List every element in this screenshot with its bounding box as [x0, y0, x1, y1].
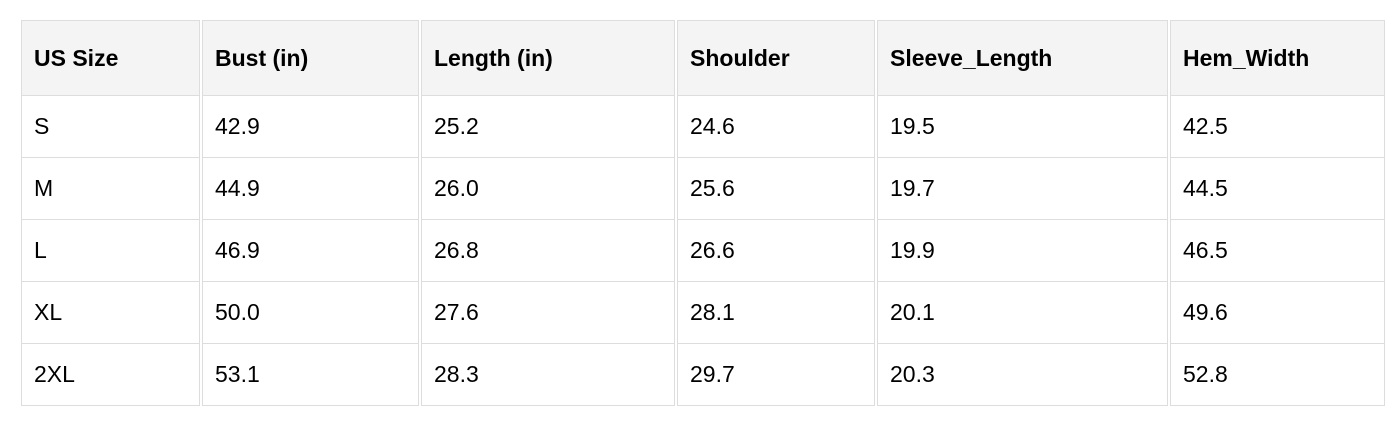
size-chart-table: US Size Bust (in) Length (in) Shoulder Sleev…	[19, 20, 1387, 406]
table-row: S 42.9 25.2 24.6 19.5 42.5	[21, 96, 1385, 158]
table-cell: S	[21, 96, 200, 158]
table-cell: 44.5	[1170, 158, 1385, 220]
table-cell: 28.1	[677, 282, 875, 344]
table-cell: 20.1	[877, 282, 1168, 344]
table-cell: 46.5	[1170, 220, 1385, 282]
table-body: S 42.9 25.2 24.6 19.5 42.5 M 44.9 26.0 25.6 19.7 44…	[21, 96, 1385, 406]
header-row: US Size Bust (in) Length (in) Shoulder Sleev…	[21, 20, 1385, 96]
table-cell: 46.9	[202, 220, 419, 282]
table-cell: 52.8	[1170, 344, 1385, 406]
column-header: Sleeve_Length	[877, 20, 1168, 96]
table-cell: 19.7	[877, 158, 1168, 220]
table-cell: 2XL	[21, 344, 200, 406]
table-cell: XL	[21, 282, 200, 344]
table-cell: 28.3	[421, 344, 675, 406]
table-cell: L	[21, 220, 200, 282]
column-header: Hem_Width	[1170, 20, 1385, 96]
table-cell: 42.5	[1170, 96, 1385, 158]
table-cell: 25.6	[677, 158, 875, 220]
table-cell: 25.2	[421, 96, 675, 158]
table-cell: M	[21, 158, 200, 220]
table-cell: 26.0	[421, 158, 675, 220]
table-cell: 26.6	[677, 220, 875, 282]
table-cell: 24.6	[677, 96, 875, 158]
table-cell: 53.1	[202, 344, 419, 406]
table-cell: 26.8	[421, 220, 675, 282]
column-header: Bust (in)	[202, 20, 419, 96]
table-row: XL 50.0 27.6 28.1 20.1 49.6	[21, 282, 1385, 344]
table-cell: 20.3	[877, 344, 1168, 406]
table-cell: 29.7	[677, 344, 875, 406]
table-cell: 19.9	[877, 220, 1168, 282]
table-cell: 27.6	[421, 282, 675, 344]
table-cell: 50.0	[202, 282, 419, 344]
table-cell: 44.9	[202, 158, 419, 220]
table-cell: 42.9	[202, 96, 419, 158]
table-cell: 19.5	[877, 96, 1168, 158]
column-header: US Size	[21, 20, 200, 96]
table-cell: 49.6	[1170, 282, 1385, 344]
table-row: M 44.9 26.0 25.6 19.7 44.5	[21, 158, 1385, 220]
column-header: Length (in)	[421, 20, 675, 96]
table-row: L 46.9 26.8 26.6 19.9 46.5	[21, 220, 1385, 282]
table-row: 2XL 53.1 28.3 29.7 20.3 52.8	[21, 344, 1385, 406]
column-header: Shoulder	[677, 20, 875, 96]
